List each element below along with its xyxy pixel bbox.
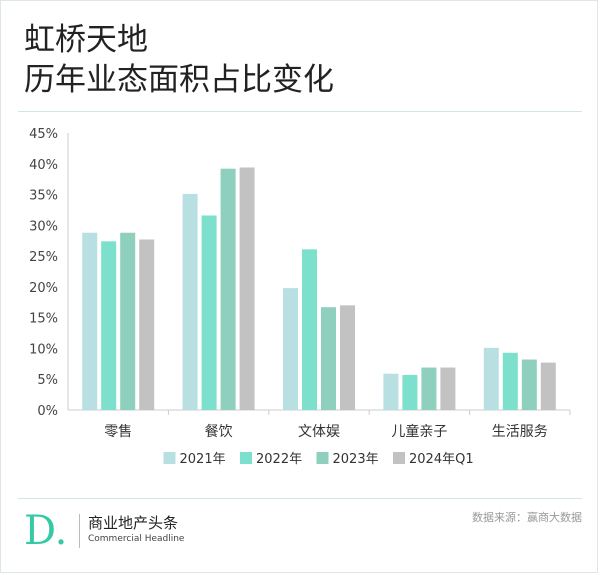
bar [82, 232, 98, 410]
bar [283, 288, 298, 410]
logo-english-name: Commercial Headline [88, 534, 185, 544]
y-tick-label: 30% [29, 219, 58, 234]
y-tick-label: 15% [29, 312, 58, 327]
y-tick-label: 10% [29, 342, 58, 357]
data-source: 数据来源：赢商大数据 [472, 511, 582, 524]
bar [421, 367, 437, 410]
logo-divider [79, 514, 80, 548]
y-tick-label: 25% [29, 250, 58, 265]
bar [239, 167, 255, 410]
headline-logo-icon: D. [24, 510, 67, 550]
bottom-separator [18, 498, 582, 499]
top-separator [18, 111, 582, 112]
bar [402, 374, 418, 410]
x-category-label: 儿童亲子 [391, 423, 447, 440]
legend-swatch [393, 452, 405, 464]
bar [440, 367, 456, 410]
bar [383, 373, 399, 410]
x-category-label: 生活服务 [492, 424, 548, 440]
x-category-label: 零售 [104, 424, 132, 440]
legend-swatch [163, 452, 176, 464]
bar [201, 215, 217, 410]
bar [483, 347, 499, 410]
bar [521, 359, 537, 410]
bar [120, 232, 136, 410]
bar [321, 307, 336, 410]
title-line-1: 虹桥天地 [24, 22, 148, 58]
bar [540, 362, 556, 410]
legend-label: 2021年 [180, 452, 226, 467]
y-tick-label: 5% [37, 373, 58, 388]
legend-swatch [240, 452, 252, 464]
x-category-label: 餐饮 [205, 424, 233, 440]
bar [220, 168, 236, 410]
y-tick-label: 40% [29, 158, 58, 173]
y-tick-label: 0% [37, 404, 58, 419]
logo-letter: D. [24, 510, 67, 550]
bar [139, 239, 155, 410]
legend-label: 2022年 [256, 452, 302, 467]
y-tick-label: 20% [29, 281, 58, 296]
chart-title: 虹桥天地 历年业态面积占比变化 [24, 20, 334, 100]
title-line-2: 历年业态面积占比变化 [24, 62, 334, 98]
legend-label: 2024年Q1 [409, 452, 474, 467]
logo-chinese-name: 商业地产头条 [88, 514, 179, 532]
bar [101, 241, 117, 410]
bar [340, 305, 355, 410]
y-tick-label: 35% [29, 189, 58, 204]
legend-label: 2023年 [333, 452, 379, 467]
bar [502, 352, 518, 410]
bar-chart: 0% 5% 10% 15% 20% 25% 30% 35% 40% 45% 零售 餐饮 文体娱 儿童亲子 生… [29, 127, 571, 467]
bar [182, 193, 198, 410]
bar [302, 249, 317, 410]
legend-swatch [316, 452, 329, 464]
x-category-label: 文体娱 [298, 424, 340, 440]
y-tick-label: 45% [29, 127, 58, 142]
